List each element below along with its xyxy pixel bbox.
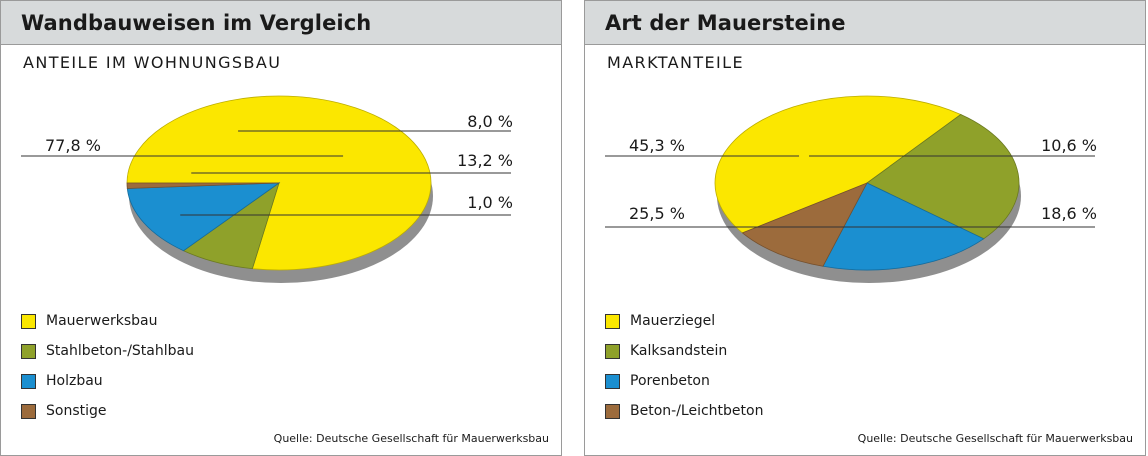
legend-item: Mauerwerksbau (21, 306, 194, 336)
legend-item: Porenbeton (605, 366, 763, 396)
legend-label: Kalksandstein (630, 343, 728, 359)
slice-value-label: 18,6 % (1041, 204, 1097, 223)
slice-value-label: 8,0 % (467, 112, 513, 131)
legend-label: Holzbau (46, 373, 103, 389)
legend-swatch (605, 343, 620, 359)
slice-value-label: 25,5 % (629, 204, 685, 223)
legend-item: Kalksandstein (605, 336, 763, 366)
legend-swatch (21, 403, 36, 419)
slice-value-label: 13,2 % (457, 151, 513, 170)
panel-title: Wandbauweisen im Vergleich (1, 1, 561, 45)
chart-panel-mauersteine: Art der Mauersteine MARKTANTEILE 45,3 % 2… (584, 0, 1146, 456)
legend: Mauerwerksbau Stahlbeton-/Stahlbau Holzb… (21, 306, 194, 426)
legend-item: Stahlbeton-/Stahlbau (21, 336, 194, 366)
legend-swatch (21, 373, 36, 389)
legend-item: Holzbau (21, 366, 194, 396)
legend-label: Stahlbeton-/Stahlbau (46, 343, 194, 359)
legend-label: Porenbeton (630, 373, 710, 389)
pie-slice (126, 182, 281, 252)
slice-value-label: 45,3 % (629, 136, 685, 155)
source-note: Quelle: Deutsche Gesellschaft für Mauerw… (273, 432, 549, 445)
legend: Mauerziegel Kalksandstein Porenbeton Bet… (605, 306, 763, 426)
legend-item: Beton-/Leichtbeton (605, 396, 763, 426)
panel-subtitle: MARKTANTEILE (607, 53, 744, 72)
slice-value-label: 1,0 % (467, 193, 513, 212)
legend-label: Sonstige (46, 403, 107, 419)
pie-chart: 77,8 % 8,0 % 13,2 % 1,0 % (21, 95, 513, 283)
slice-value-label: 10,6 % (1041, 136, 1097, 155)
chart-panel-wandbauweisen: Wandbauweisen im Vergleich ANTEILE IM WO… (0, 0, 562, 456)
panel-subtitle: ANTEILE IM WOHNUNGSBAU (23, 53, 282, 72)
pie-slice (714, 95, 962, 234)
legend-item: Mauerziegel (605, 306, 763, 336)
pie-slice (126, 182, 280, 189)
legend-item: Sonstige (21, 396, 194, 426)
pie-chart: 45,3 % 25,5 % 18,6 % 10,6 % (605, 95, 1097, 283)
legend-swatch (605, 373, 620, 389)
legend-swatch (21, 313, 36, 329)
source-note: Quelle: Deutsche Gesellschaft für Mauerw… (857, 432, 1133, 445)
legend-swatch (21, 343, 36, 359)
slice-value-label: 77,8 % (45, 136, 101, 155)
pie-slice (866, 114, 1020, 240)
legend-label: Mauerwerksbau (46, 313, 158, 329)
panel-title: Art der Mauersteine (585, 1, 1145, 45)
legend-label: Beton-/Leichtbeton (630, 403, 764, 419)
legend-swatch (605, 403, 620, 419)
legend-swatch (605, 313, 620, 329)
pie-slice (822, 182, 985, 271)
pie-slice (741, 182, 868, 267)
legend-label: Mauerziegel (630, 313, 716, 329)
